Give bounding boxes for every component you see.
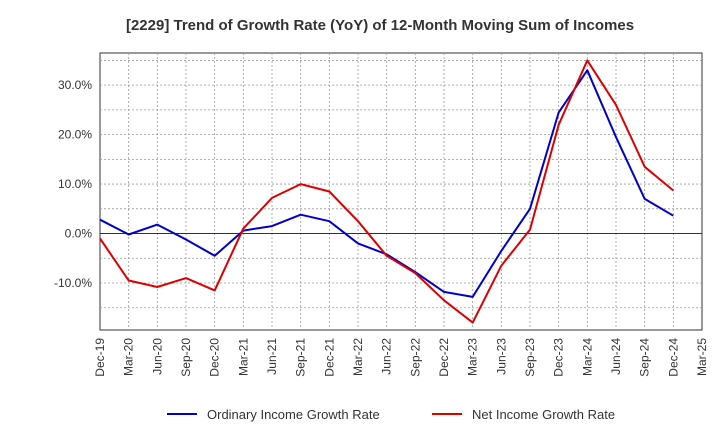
x-tick-label: Mar-24 <box>580 338 594 376</box>
x-tick-label: Jun-21 <box>265 338 279 375</box>
legend-label-2: Net Income Growth Rate <box>472 407 615 422</box>
x-tick-label: Dec-20 <box>208 338 222 377</box>
x-tick-label: Dec-19 <box>93 338 107 377</box>
x-tick-label: Jun-23 <box>494 338 508 375</box>
x-tick-label: Sep-22 <box>408 338 422 377</box>
x-tick-label: Mar-23 <box>466 338 480 376</box>
y-tick-label: 30.0% <box>58 78 92 92</box>
chart-title: [2229] Trend of Growth Rate (YoY) of 12-… <box>126 17 634 34</box>
x-tick-label: Sep-20 <box>179 338 193 377</box>
x-tick-label: Jun-20 <box>150 338 164 375</box>
y-tick-label: 10.0% <box>58 177 92 191</box>
plot-area <box>99 52 703 331</box>
x-tick-label: Mar-21 <box>236 338 250 376</box>
legend-label-1: Ordinary Income Growth Rate <box>207 407 380 422</box>
series-layer <box>99 59 674 324</box>
y-axis: 30.0% 20.0% 10.0% 0.0% -10.0% <box>54 78 92 290</box>
grid <box>100 53 702 330</box>
x-tick-label: Dec-22 <box>437 338 451 377</box>
x-tick-label: Jun-24 <box>609 338 623 375</box>
plot-frame <box>99 52 703 331</box>
x-tick-label: Dec-23 <box>552 338 566 377</box>
x-tick-label: Sep-24 <box>638 338 652 377</box>
x-tick-label: Mar-20 <box>122 338 136 376</box>
x-axis: Dec-19 Mar-20 Jun-20 Sep-20 Dec-20 Mar-21 Jun-… <box>93 338 709 377</box>
x-tick-label: Sep-23 <box>523 338 537 377</box>
x-tick-label: Sep-21 <box>294 338 308 377</box>
y-tick-label: 0.0% <box>65 227 93 241</box>
x-tick-label: Dec-24 <box>666 338 680 377</box>
legend: Ordinary Income Growth Rate Net Income Gr… <box>167 407 615 422</box>
y-tick-label: 20.0% <box>58 128 92 142</box>
series-line-2 <box>99 59 674 324</box>
x-tick-label: Mar-22 <box>351 338 365 376</box>
x-tick-label: Mar-25 <box>695 338 709 376</box>
x-tick-label: Dec-21 <box>322 338 336 377</box>
y-tick-label: -10.0% <box>54 276 92 290</box>
x-tick-label: Jun-22 <box>380 338 394 375</box>
